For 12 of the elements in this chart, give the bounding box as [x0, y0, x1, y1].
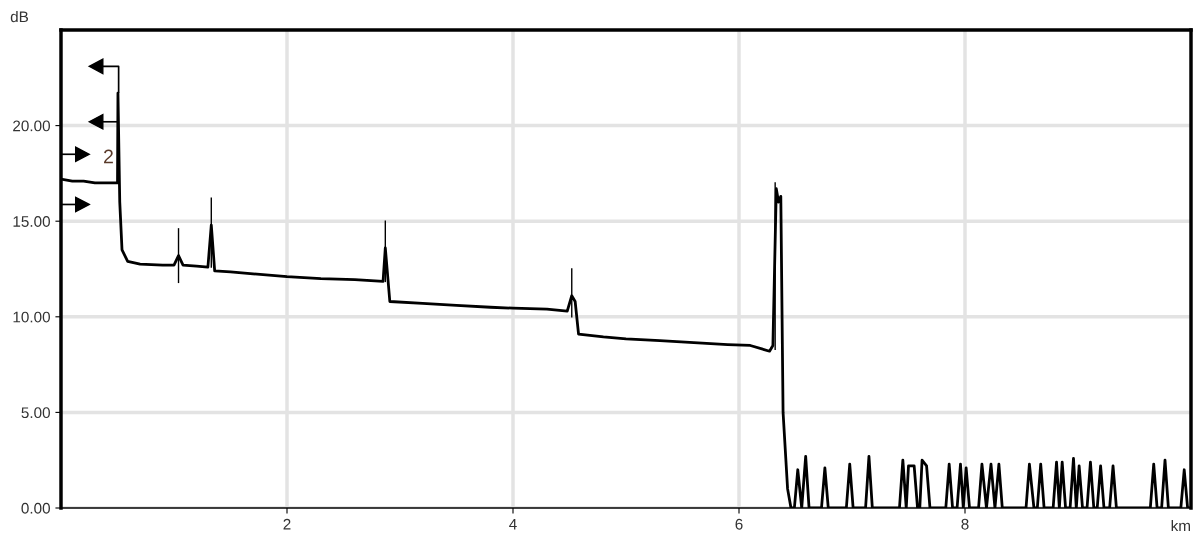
y-tick-label: 5.00: [21, 407, 50, 419]
y-axis-title: dB: [10, 10, 29, 23]
x-tick-label: 6: [735, 518, 743, 530]
x-tick-label: 4: [509, 518, 517, 530]
x-axis-title: km: [1171, 519, 1190, 532]
annotation: 2: [104, 149, 113, 164]
y-tick-label: 20.00: [13, 120, 50, 132]
x-tick-label: 8: [961, 518, 969, 530]
y-tick-label: 0.00: [21, 502, 50, 514]
y-tick-label: 15.00: [13, 216, 50, 227]
y-tick-label: 10.00: [13, 311, 50, 323]
x-tick-label: 2: [283, 518, 291, 530]
